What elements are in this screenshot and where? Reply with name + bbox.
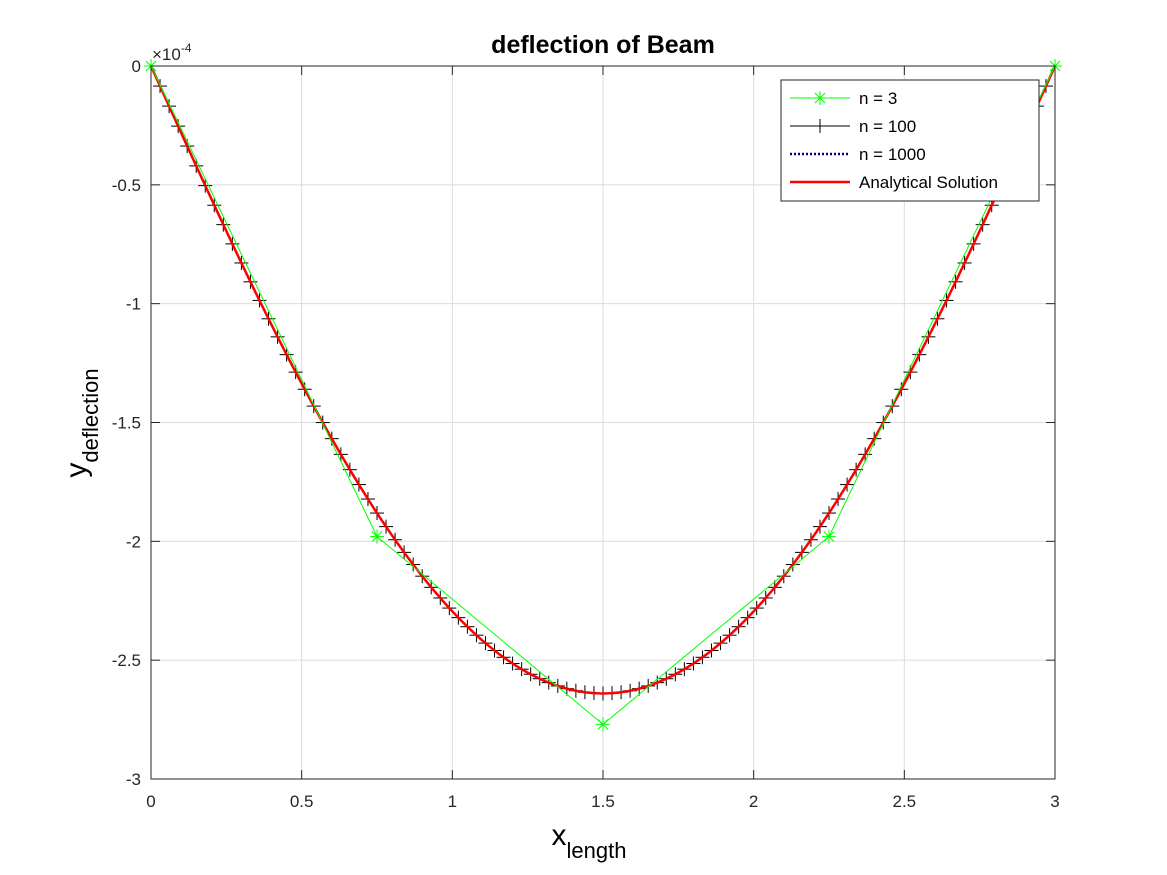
series-line <box>149 65 1057 695</box>
y-axis-label-main: y <box>60 463 93 478</box>
x-axis-label: xlength <box>552 819 627 863</box>
y-tick-label: -3 <box>126 770 141 789</box>
x-tick-label: 0 <box>146 792 155 811</box>
y-tick-label: -2.5 <box>112 651 141 670</box>
y-tick-labels: 0 -0.5 -1 -1.5 -2 -2.5 -3 <box>112 57 141 789</box>
x-tick-label: 3 <box>1050 792 1059 811</box>
tick-marks <box>150 65 1056 780</box>
legend-label: n = 100 <box>859 117 916 136</box>
plus-marker <box>813 119 827 133</box>
legend-entry: n = 3 <box>790 89 897 108</box>
asterisk-marker <box>596 717 610 732</box>
y-tick-label: -0.5 <box>112 176 141 195</box>
chart-title: deflection of Beam <box>491 31 715 59</box>
x-tick-label: 2 <box>749 792 758 811</box>
x-tick-label: 1.5 <box>591 792 615 811</box>
legend-label: n = 3 <box>859 89 897 108</box>
asterisk-marker <box>370 529 384 544</box>
legend-entry: Analytical Solution <box>790 173 998 192</box>
y-tick-label: -1 <box>126 295 141 314</box>
y-tick-label: -2 <box>126 532 141 551</box>
y-axis-label-sub: deflection <box>78 368 103 462</box>
legend-entry: n = 100 <box>790 117 916 136</box>
y-tick-label: 0 <box>132 57 141 76</box>
x-axis-label-main: x <box>552 819 567 852</box>
legend: n = 3 n = 100 n = 1000 Analytical Solution <box>780 79 1040 202</box>
y-axis-label: ydeflection <box>60 368 103 477</box>
x-tick-label: 2.5 <box>893 792 917 811</box>
legend-label: n = 1000 <box>859 145 926 164</box>
series-analytical-solution <box>149 65 1057 695</box>
x-tick-label: 1 <box>448 792 457 811</box>
x-axis-label-sub: length <box>567 838 627 863</box>
y-exponent-power: -4 <box>181 41 192 55</box>
legend-entry: n = 1000 <box>790 145 926 164</box>
y-axis-label-group: ydeflection <box>60 368 103 477</box>
asterisk-marker <box>822 529 836 544</box>
y-tick-label: -1.5 <box>112 414 141 433</box>
x-tick-labels: 0 0.5 1 1.5 2 2.5 3 <box>146 792 1059 811</box>
asterisk-marker <box>813 91 827 105</box>
legend-label: Analytical Solution <box>859 173 998 192</box>
x-tick-label: 0.5 <box>290 792 314 811</box>
y-exponent-label: ×10-4 <box>152 41 192 64</box>
y-exponent-base: ×10 <box>152 45 181 64</box>
